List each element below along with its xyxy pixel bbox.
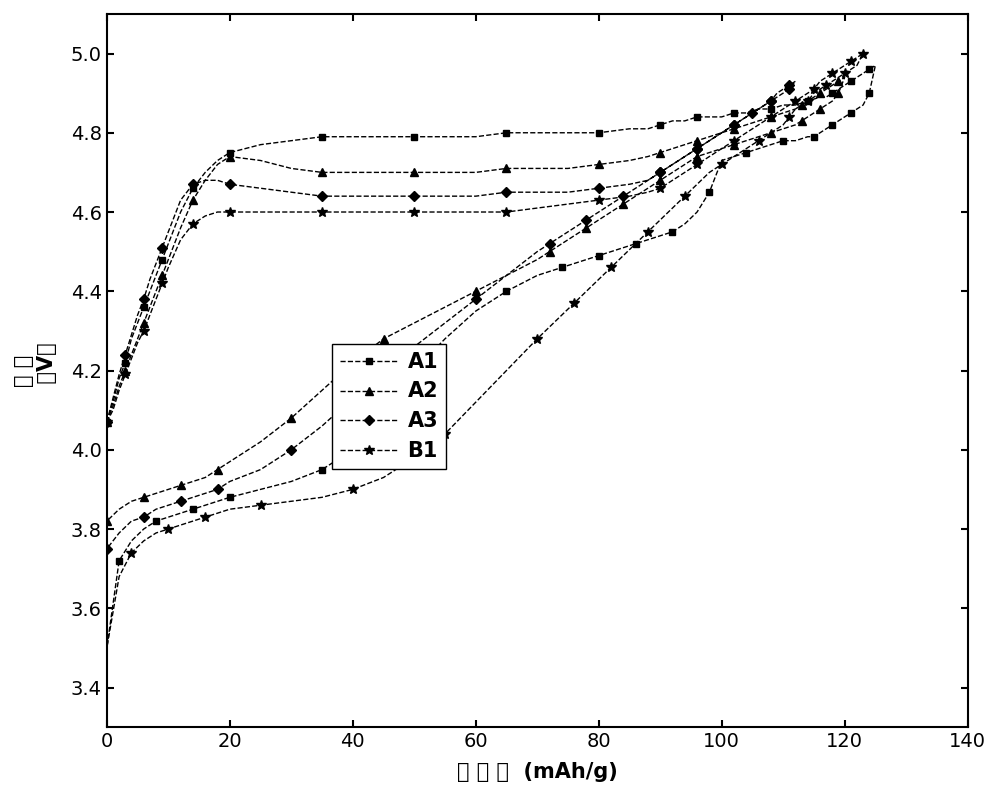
A1 bbox=[101, 417, 113, 427]
B1 bbox=[839, 60, 851, 70]
A3 bbox=[408, 191, 420, 201]
Line: A1: A1 bbox=[103, 62, 879, 651]
Line: B1: B1 bbox=[102, 49, 868, 653]
A3 bbox=[789, 76, 801, 86]
A3 bbox=[101, 544, 113, 553]
A2 bbox=[187, 477, 199, 486]
B1 bbox=[544, 322, 556, 332]
A1 bbox=[654, 231, 666, 240]
B1 bbox=[347, 485, 359, 494]
A2 bbox=[347, 168, 359, 178]
Line: A3: A3 bbox=[103, 78, 799, 552]
A2 bbox=[839, 72, 851, 82]
A1 bbox=[175, 509, 187, 518]
A1 bbox=[101, 643, 113, 653]
B1 bbox=[101, 417, 113, 427]
B1 bbox=[285, 207, 297, 217]
A3 bbox=[125, 517, 137, 526]
X-axis label: 比 容 量  (mAh/g): 比 容 量 (mAh/g) bbox=[457, 762, 618, 782]
A3 bbox=[101, 417, 113, 427]
A3 bbox=[113, 529, 125, 538]
A1 bbox=[593, 251, 605, 260]
A3 bbox=[316, 421, 328, 431]
A1 bbox=[531, 271, 543, 280]
A1 bbox=[869, 60, 881, 70]
B1 bbox=[113, 572, 125, 581]
A2 bbox=[765, 128, 777, 138]
B1 bbox=[175, 235, 187, 244]
A1 bbox=[679, 116, 691, 126]
A2 bbox=[101, 517, 113, 526]
A1 bbox=[255, 485, 267, 494]
Legend: A1, A2, A3, B1: A1, A2, A3, B1 bbox=[332, 344, 446, 469]
B1 bbox=[857, 49, 869, 58]
A2 bbox=[101, 417, 113, 427]
Line: A2: A2 bbox=[103, 73, 849, 525]
A2 bbox=[470, 168, 482, 178]
A2 bbox=[826, 96, 838, 106]
A3 bbox=[470, 191, 482, 201]
B1 bbox=[101, 643, 113, 653]
A2 bbox=[150, 489, 162, 498]
Y-axis label: 电 压
  （V）: 电 压 （V） bbox=[14, 343, 57, 398]
A3 bbox=[175, 195, 187, 205]
